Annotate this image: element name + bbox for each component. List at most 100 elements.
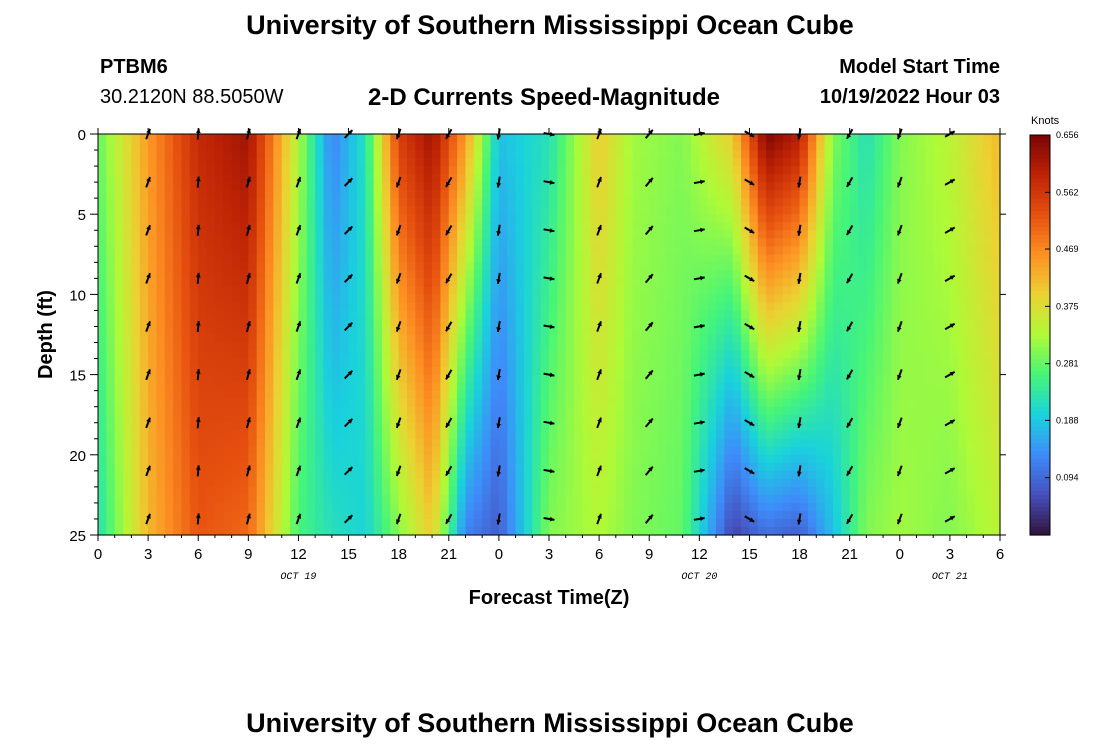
heatmap-cell: [624, 206, 634, 215]
heatmap-cell: [106, 310, 116, 320]
heatmap-cell: [624, 278, 634, 287]
heatmap-cell: [114, 478, 124, 488]
heatmap-cell: [690, 286, 700, 295]
heatmap-cell: [465, 374, 475, 384]
heatmap-cell: [565, 334, 575, 344]
heatmap-cell: [482, 414, 492, 424]
heatmap-cell: [899, 518, 909, 528]
heatmap-cell: [832, 502, 842, 512]
heatmap-cell: [315, 326, 325, 336]
heatmap-cell: [766, 350, 776, 360]
heatmap-cell: [883, 238, 893, 247]
station-coordinates: 30.2120N 88.5050W: [100, 86, 284, 108]
heatmap-cell: [549, 134, 558, 143]
heatmap-cell: [574, 446, 584, 456]
heatmap-cell: [407, 438, 416, 448]
heatmap-cell: [482, 470, 492, 480]
heatmap-cell: [908, 310, 918, 320]
heatmap-cell: [440, 326, 450, 336]
heatmap-cell: [356, 398, 366, 408]
heatmap-cell: [757, 382, 767, 392]
heatmap-cell: [557, 342, 567, 352]
heatmap-cell: [841, 502, 851, 512]
heatmap-cell: [557, 318, 567, 328]
heatmap-cell: [657, 270, 667, 279]
heatmap-cell: [306, 190, 316, 199]
heatmap-cell: [716, 414, 725, 424]
heatmap-cell: [690, 510, 700, 520]
heatmap-cell: [256, 414, 266, 424]
heatmap-cell: [774, 494, 784, 504]
heatmap-cell: [599, 390, 609, 400]
heatmap-cell: [515, 198, 525, 207]
heatmap-cell: [340, 462, 350, 472]
heatmap-cell: [523, 310, 533, 320]
heatmap-cell: [423, 254, 433, 263]
heatmap-cell: [323, 150, 333, 159]
heatmap-cell: [331, 510, 341, 520]
heatmap-cell: [231, 278, 241, 287]
heatmap-cell: [791, 302, 801, 312]
heatmap-cell: [883, 334, 893, 344]
heatmap-cell: [398, 518, 408, 528]
heatmap-cell: [599, 518, 609, 528]
heatmap-cell: [757, 222, 767, 231]
heatmap-cell: [782, 414, 792, 424]
heatmap-cell: [348, 286, 358, 295]
heatmap-cell: [290, 262, 300, 271]
heatmap-cell: [624, 302, 634, 312]
heatmap-cell: [615, 318, 625, 328]
heatmap-cell: [891, 254, 901, 263]
heatmap-cell: [256, 454, 266, 464]
heatmap-cell: [507, 494, 517, 504]
heatmap-cell: [432, 150, 442, 159]
heatmap-cell: [173, 374, 183, 384]
heatmap-cell: [156, 158, 166, 167]
heatmap-cell: [649, 454, 659, 464]
heatmap-cell: [398, 326, 408, 336]
heatmap-cell: [214, 270, 224, 279]
heatmap-cell: [298, 334, 308, 344]
heatmap-cell: [206, 438, 216, 448]
heatmap-cell: [231, 318, 241, 328]
heatmap-cell: [782, 174, 792, 183]
heatmap-cell: [716, 174, 725, 183]
heatmap-cell: [682, 342, 692, 352]
heatmap-cell: [866, 358, 876, 368]
heatmap-cell: [741, 494, 751, 504]
heatmap-cell: [791, 222, 801, 231]
heatmap-cell: [523, 334, 533, 344]
heatmap-cell: [908, 358, 918, 368]
heatmap-cell: [340, 486, 350, 496]
heatmap-cell: [615, 270, 625, 279]
heatmap-cell: [139, 238, 149, 247]
heatmap-cell: [799, 318, 809, 328]
heatmap-cell: [381, 158, 391, 167]
heatmap-cell: [832, 374, 842, 384]
heatmap-cell: [356, 438, 366, 448]
heatmap-cell: [891, 518, 901, 528]
heatmap-cell: [415, 334, 425, 344]
heatmap-cell: [223, 310, 233, 320]
heatmap-cell: [198, 158, 208, 167]
heatmap-cell: [582, 390, 592, 400]
heatmap-cell: [874, 310, 884, 320]
heatmap-cells: [98, 134, 1001, 536]
heatmap-cell: [365, 446, 375, 456]
heatmap-cell: [640, 382, 650, 392]
heatmap-cell: [849, 166, 859, 175]
heatmap-cell: [331, 526, 341, 536]
heatmap-cell: [640, 374, 650, 384]
heatmap-cell: [265, 518, 274, 528]
heatmap-cell: [832, 526, 842, 536]
heatmap-cell: [615, 374, 625, 384]
heatmap-cell: [657, 406, 667, 416]
heatmap-cell: [189, 302, 199, 312]
heatmap-cell: [507, 526, 517, 536]
heatmap-cell: [824, 438, 834, 448]
heatmap-cell: [498, 334, 508, 344]
heatmap-cell: [131, 454, 141, 464]
heatmap-cell: [281, 254, 291, 263]
heatmap-cell: [565, 206, 575, 215]
heatmap-cell: [523, 478, 533, 488]
